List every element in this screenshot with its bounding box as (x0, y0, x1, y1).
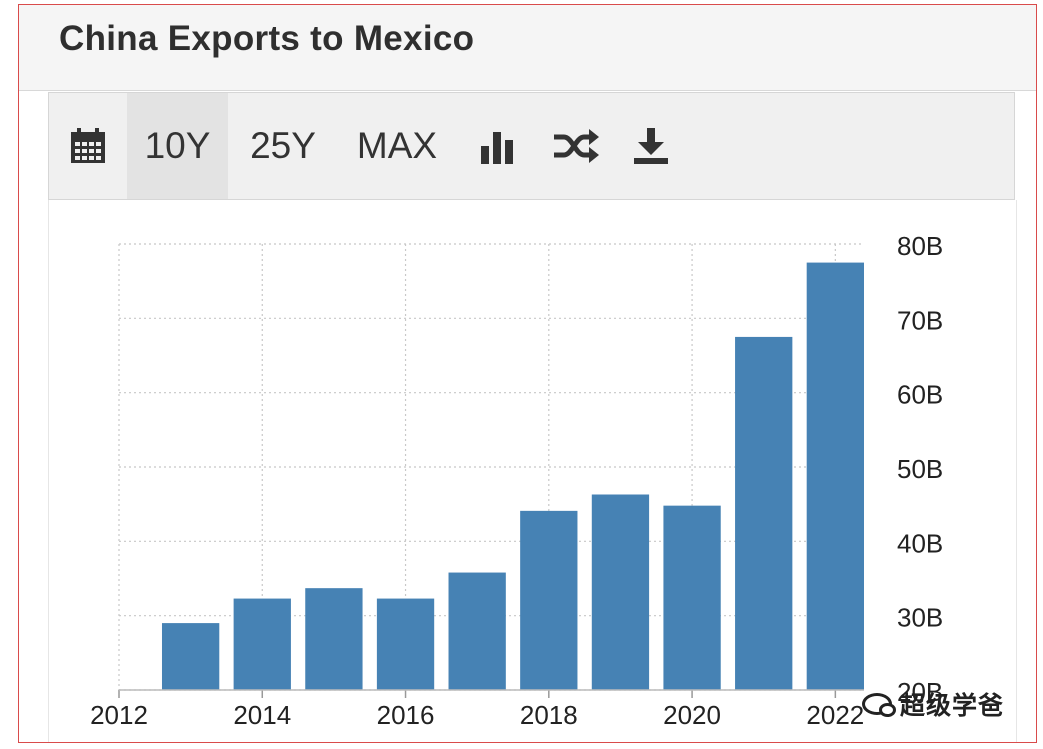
y-tick-label: 70B (897, 305, 943, 335)
bar-2013[interactable] (161, 623, 220, 690)
chart-panel: 20B 30B 40B 50B 60B 70B 80B 2012 2014 2016 2018 20… (48, 200, 1017, 742)
bar-2014[interactable] (233, 598, 291, 690)
compare-button[interactable] (547, 93, 605, 199)
bar-2019[interactable] (591, 494, 650, 690)
bar-2018[interactable] (520, 510, 578, 690)
x-tick-label: 2018 (520, 700, 578, 730)
range-10y-button[interactable]: 10Y (127, 93, 228, 199)
calendar-button[interactable] (49, 93, 126, 199)
watermark-text: 超级学爸 (900, 691, 1005, 720)
bar-chart-icon (481, 132, 513, 164)
y-tick-label: 80B (897, 231, 943, 261)
bar-2017[interactable] (448, 572, 506, 690)
chart-header: China Exports to Mexico (19, 5, 1036, 91)
y-tick-label: 30B (897, 603, 943, 633)
y-tick-label: 20B (897, 677, 943, 707)
watermark: 超级学爸 (862, 686, 1004, 722)
bar-2015[interactable] (305, 588, 363, 690)
x-tick-label: 2022 (806, 700, 864, 730)
wechat-icon (862, 693, 896, 717)
bar-2016[interactable] (376, 598, 435, 690)
x-tick-label: 2016 (377, 700, 435, 730)
bar-2020[interactable] (663, 505, 721, 690)
y-tick-label: 40B (897, 528, 943, 558)
range-25y-button[interactable]: 25Y (250, 125, 316, 166)
download-icon (634, 128, 668, 164)
bar-chart: 20B 30B 40B 50B 60B 70B 80B 2012 2014 2016 2018 20… (90, 231, 943, 730)
y-tick-label: 60B (897, 380, 943, 410)
bar-2021[interactable] (735, 336, 793, 690)
shuffle-icon (554, 129, 599, 163)
x-tick-label: 2020 (663, 700, 721, 730)
page-title: China Exports to Mexico (59, 19, 475, 58)
chart-toolbar: 10Y 25Y MAX (48, 92, 1015, 200)
bar-2022[interactable] (806, 262, 864, 690)
download-button[interactable] (623, 93, 679, 199)
x-tick-label: 2014 (233, 700, 291, 730)
chart-type-button[interactable] (469, 93, 527, 199)
range-max-button[interactable]: MAX (356, 125, 438, 166)
x-tick-label: 2012 (90, 700, 148, 730)
y-tick-label: 50B (897, 454, 943, 484)
calendar-icon (70, 128, 105, 163)
